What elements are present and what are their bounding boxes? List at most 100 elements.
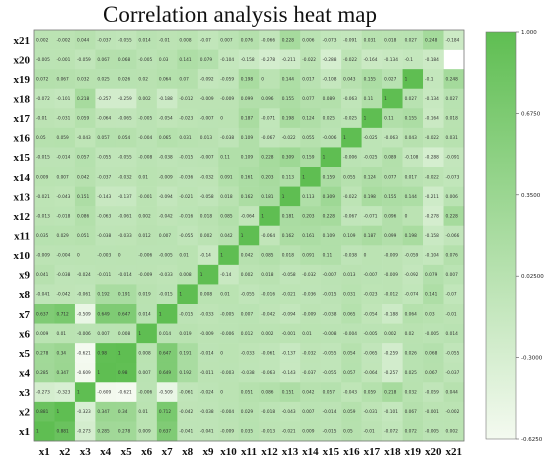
cell-value-label: -0.14 — [220, 272, 231, 278]
cell-value-label: 0.01 — [138, 174, 148, 180]
cell-value-label: 0.017 — [405, 174, 418, 180]
heatmap-cell — [259, 362, 281, 383]
cell-value-label: 0.218 — [384, 390, 397, 396]
cell-value-label: -0.055 — [97, 155, 111, 161]
heatmap-cell — [361, 245, 383, 266]
heatmap-cell — [115, 245, 137, 266]
x-tick-label: x15 — [323, 446, 340, 458]
heatmap-cell — [218, 127, 240, 148]
heatmap-cell — [34, 264, 55, 285]
heatmap-cell — [74, 343, 96, 364]
cell-value-label: 0.044 — [77, 37, 90, 43]
heatmap-cell — [300, 362, 321, 383]
heatmap-cell — [156, 323, 178, 344]
cell-value-label: 0.347 — [97, 409, 110, 415]
heatmap-cell — [341, 382, 362, 403]
heatmap-cell — [95, 167, 117, 187]
heatmap-cell — [320, 127, 342, 148]
x-tick-label: x20 — [425, 446, 442, 458]
heatmap-cell — [156, 264, 178, 285]
heatmap-cell — [443, 264, 465, 285]
cell-value-label: 0.637 — [36, 311, 49, 317]
cell-value-label: -0.064 — [261, 233, 275, 239]
cell-value-label: 0.012 — [241, 331, 254, 337]
heatmap-cell — [115, 147, 137, 168]
x-tick-label: x3 — [80, 446, 92, 458]
cell-value-label: 0.013 — [200, 135, 213, 141]
heatmap-cell — [115, 304, 137, 324]
cell-value-label: 0.192 — [97, 292, 110, 298]
heatmap-cell — [320, 88, 342, 109]
cell-value-label: 0.043 — [405, 135, 418, 141]
cell-value-label: 0.089 — [384, 155, 397, 161]
cell-value-label: -0.022 — [343, 57, 357, 63]
cell-value-label: 0.155 — [405, 116, 418, 122]
heatmap-cell — [279, 88, 301, 109]
cell-value-label: 1 — [97, 370, 100, 376]
heatmap-cell — [238, 186, 260, 207]
heatmap-cell — [177, 127, 199, 148]
heatmap-cell — [402, 225, 424, 246]
cell-value-label: 0.077 — [302, 96, 315, 102]
heatmap-cell — [34, 421, 55, 442]
heatmap-cell — [197, 284, 219, 305]
heatmap-cell — [279, 323, 301, 344]
heatmap-cell — [197, 401, 219, 422]
cell-value-label: -0.064 — [97, 116, 111, 122]
cell-value-label: -0.043 — [282, 409, 296, 415]
cell-value-label: -0.015 — [179, 311, 193, 317]
heatmap-cell — [279, 108, 301, 129]
heatmap-cell — [238, 284, 260, 305]
heatmap-cell — [443, 343, 465, 364]
heatmap-cell — [341, 127, 362, 148]
heatmap-cell — [361, 108, 383, 129]
heatmap-cell — [197, 343, 219, 364]
cell-value-label: 0.099 — [241, 96, 254, 102]
cell-value-label: 1 — [302, 174, 305, 180]
heatmap-cell — [423, 127, 444, 148]
cell-value-label: -0.011 — [200, 370, 214, 376]
cell-value-label: -0.064 — [364, 370, 378, 376]
cell-value-label: 0.712 — [56, 311, 69, 317]
plot-frame — [33, 29, 465, 442]
cell-value-label: -0.031 — [364, 409, 378, 415]
cell-value-label: -0.009 — [200, 331, 214, 337]
cell-value-label: 0.007 — [159, 233, 172, 239]
heatmap-cell — [443, 362, 465, 383]
heatmap-cell — [197, 206, 219, 227]
cell-value-label: 1 — [200, 272, 203, 278]
cell-value-label: 0.161 — [302, 233, 315, 239]
heatmap-cell — [156, 30, 178, 50]
heatmap-cell — [443, 284, 465, 305]
y-tick-label: x9 — [19, 270, 31, 282]
heatmap-cell — [423, 88, 444, 109]
cell-value-label: -0.273 — [77, 429, 91, 435]
cell-value-label: -0.024 — [200, 390, 214, 396]
cell-value-label: 0.309 — [282, 155, 295, 161]
heatmap-cell — [177, 88, 199, 109]
x-tick-label: x10 — [220, 446, 237, 458]
heatmap-cell — [177, 206, 199, 227]
cell-value-label: -0.005 — [425, 331, 439, 337]
cell-value-label: 0.181 — [282, 213, 295, 219]
cell-value-label: 0.041 — [36, 272, 49, 278]
cell-value-label: 0.018 — [200, 213, 213, 219]
heatmap-cell — [382, 264, 403, 285]
heatmap-cell — [156, 88, 178, 109]
cell-value-label: 0.002 — [138, 213, 151, 219]
heatmap-cell — [423, 147, 444, 168]
cell-value-label: 0.009 — [138, 429, 151, 435]
cell-value-label: -0.005 — [425, 429, 439, 435]
cell-value-label: -0.188 — [384, 311, 398, 317]
heatmap-cell — [218, 421, 240, 442]
cell-value-label: -0.134 — [384, 57, 398, 63]
cell-value-label: 0.198 — [405, 233, 418, 239]
cell-value-label: -0.323 — [56, 390, 70, 396]
cell-value-label: 0.007 — [241, 311, 254, 317]
cell-value-label: 0 — [220, 350, 223, 356]
heatmap-cell — [341, 186, 362, 207]
cell-value-label: -0.071 — [364, 213, 378, 219]
cell-value-label: -0.018 — [56, 213, 70, 219]
cell-value-label: -0.012 — [179, 96, 193, 102]
heatmap-cell — [74, 264, 96, 285]
